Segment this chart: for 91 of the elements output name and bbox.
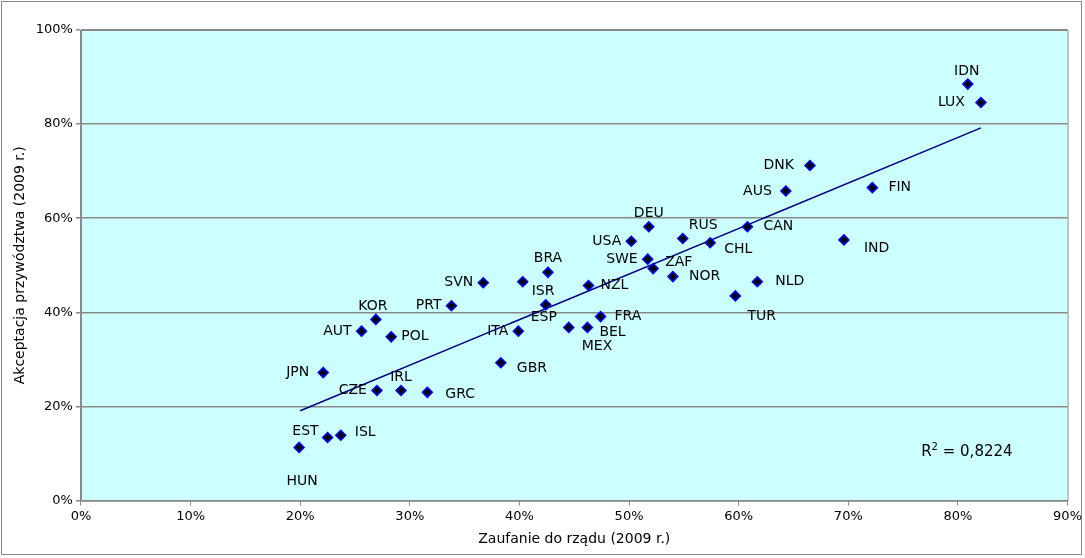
x-tick-label: 60%: [724, 507, 754, 523]
point: [516, 276, 529, 288]
annotation: USA: [592, 231, 622, 248]
point: [741, 220, 754, 233]
point: [445, 300, 458, 312]
y-tick-label: 100%: [35, 21, 73, 37]
annotation: RUS: [688, 216, 718, 233]
point: [385, 331, 397, 343]
point: [647, 262, 659, 275]
x-tick-label: 70%: [833, 507, 863, 523]
annotation: BEL: [599, 323, 626, 340]
annotation: IDN: [954, 61, 980, 78]
y-tick-label: 80%: [44, 115, 73, 131]
annotation: ISL: [354, 422, 376, 439]
point: [370, 313, 382, 326]
point: [581, 321, 594, 334]
annotation: MEX: [581, 337, 613, 354]
point: [962, 78, 974, 90]
point: [512, 325, 525, 337]
point: [421, 386, 434, 399]
x-tick-label: 80%: [943, 507, 973, 523]
point: [371, 384, 383, 397]
point: [542, 266, 554, 279]
point: [641, 253, 654, 265]
point: [677, 232, 689, 245]
point: [975, 96, 987, 109]
x-axis-title: Zaufanie do rządu (2009 r.): [478, 530, 671, 547]
point: [355, 325, 368, 337]
point: [317, 366, 329, 379]
annotation: ISR: [531, 282, 555, 299]
annotation: DEU: [633, 204, 664, 221]
point: [563, 321, 575, 334]
point: [667, 270, 679, 283]
point: [751, 276, 764, 288]
y-axis-title: Akceptacja przywództwa (2009 r.): [11, 146, 28, 385]
annotation: R$^{2}$ = 0,8224: [921, 440, 1013, 460]
annotation: TUR: [746, 306, 777, 323]
annotation: NLD: [775, 272, 805, 289]
point: [321, 431, 334, 444]
annotation: ESP: [530, 308, 557, 325]
point: [704, 236, 716, 249]
point: [838, 234, 850, 246]
annotation: ZAF: [665, 253, 693, 270]
point: [293, 441, 305, 454]
x-tick-label: 0%: [70, 507, 92, 523]
annotation: JPN: [285, 363, 310, 380]
annotation: BRA: [533, 249, 563, 265]
annotation: HUN: [286, 472, 318, 489]
point: [395, 384, 407, 397]
point: [625, 235, 638, 248]
point: [495, 356, 507, 369]
annotation: AUS: [743, 181, 772, 198]
annotation: NZL: [600, 276, 629, 293]
annotation: AUT: [323, 321, 353, 338]
point: [729, 290, 742, 302]
annotation: SWE: [606, 249, 638, 266]
annotation: FIN: [888, 178, 912, 195]
annotation: CHL: [724, 240, 753, 257]
y-tick-label: 60%: [44, 209, 73, 225]
point: [540, 299, 552, 311]
x-tick-label: 40%: [505, 507, 534, 523]
annotation: POL: [401, 327, 429, 344]
x-tick-label: 10%: [176, 507, 206, 523]
annotation: LUX: [938, 93, 966, 110]
point: [780, 185, 792, 197]
point: [477, 276, 490, 289]
x-tick-label: 90%: [1053, 507, 1083, 523]
annotation: FRA: [614, 307, 642, 324]
point: [804, 159, 816, 172]
point: [866, 181, 879, 194]
point: [643, 220, 655, 233]
point: [335, 429, 347, 441]
x-tick-label: 50%: [614, 507, 644, 523]
annotation: CAN: [763, 217, 794, 234]
annotation: EST: [292, 422, 320, 439]
annotation: PRT: [415, 296, 442, 313]
annotation: GRC: [445, 385, 476, 401]
annotation: IND: [863, 238, 890, 255]
annotation: DNK: [763, 156, 795, 173]
x-tick-label: 30%: [395, 507, 425, 523]
point: [582, 279, 595, 292]
point: [594, 310, 607, 323]
annotation: GBR: [516, 359, 548, 376]
annotation: NOR: [688, 267, 721, 284]
y-tick-label: 20%: [44, 397, 73, 413]
x-tick-label: 20%: [285, 507, 315, 523]
annotation: IRL: [390, 368, 413, 385]
annotation: KOR: [358, 297, 388, 314]
y-tick-label: 40%: [44, 303, 73, 319]
y-tick-label: 0%: [52, 491, 73, 507]
annotation: SVN: [444, 273, 474, 290]
